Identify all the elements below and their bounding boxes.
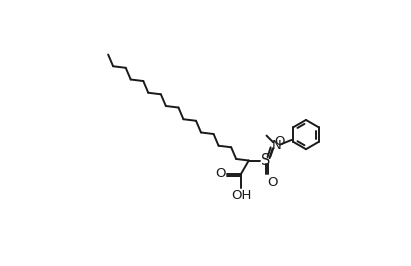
Text: O: O bbox=[215, 167, 226, 180]
Text: N: N bbox=[271, 139, 281, 152]
Text: OH: OH bbox=[231, 189, 251, 202]
Text: O: O bbox=[274, 135, 285, 148]
Text: O: O bbox=[267, 176, 278, 189]
Text: S: S bbox=[261, 153, 270, 168]
